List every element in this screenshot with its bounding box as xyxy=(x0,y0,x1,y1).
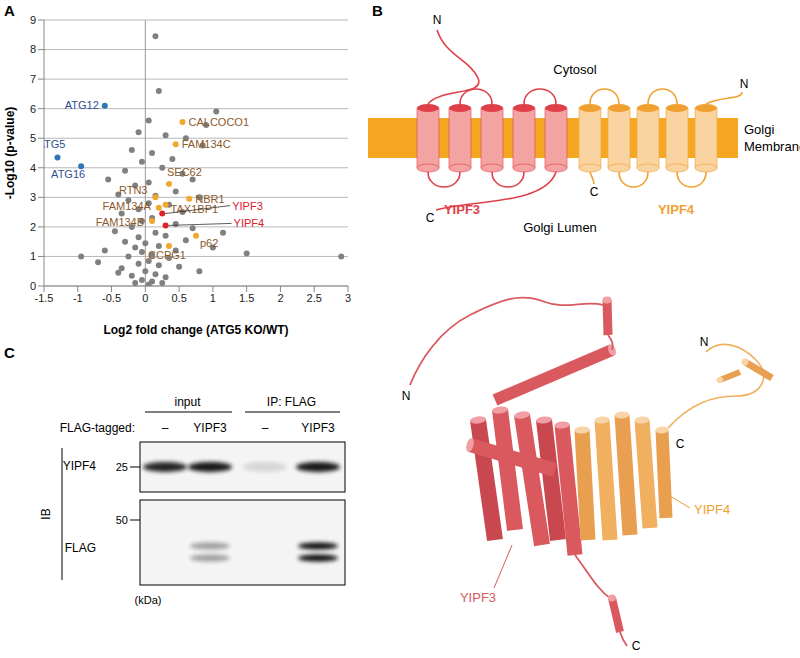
svg-text:ATG12: ATG12 xyxy=(65,99,99,111)
svg-text:7: 7 xyxy=(30,73,36,85)
svg-text:-1.5: -1.5 xyxy=(35,292,54,304)
svg-text:CCPG1: CCPG1 xyxy=(148,249,186,261)
svg-text:50: 50 xyxy=(116,514,128,526)
svg-text:–: – xyxy=(162,421,169,435)
svg-text:0: 0 xyxy=(30,280,36,292)
svg-text:–: – xyxy=(262,421,269,435)
svg-text:p62: p62 xyxy=(200,237,218,249)
svg-text:ATG5: ATG5 xyxy=(44,138,65,150)
svg-text:Golgi Lumen: Golgi Lumen xyxy=(523,220,597,235)
svg-text:IB: IB xyxy=(39,508,53,519)
svg-text:SEC62: SEC62 xyxy=(167,166,202,178)
svg-text:2: 2 xyxy=(30,221,36,233)
svg-text:YIPF4: YIPF4 xyxy=(63,459,97,473)
svg-text:0.5: 0.5 xyxy=(171,292,186,304)
svg-text:FAM134C: FAM134C xyxy=(182,138,231,150)
svg-text:-Log10 (p-value): -Log10 (p-value) xyxy=(8,107,17,200)
svg-text:FAM134B: FAM134B xyxy=(96,216,144,228)
svg-text:N: N xyxy=(433,13,442,27)
svg-text:N: N xyxy=(402,389,411,403)
svg-text:YIPF3: YIPF3 xyxy=(232,200,263,212)
svg-text:C: C xyxy=(632,639,641,653)
svg-text:IP: FLAG: IP: FLAG xyxy=(267,395,316,409)
svg-text:25: 25 xyxy=(116,461,128,473)
svg-text:ATG16: ATG16 xyxy=(51,168,85,180)
svg-text:input: input xyxy=(174,395,201,409)
svg-text:6: 6 xyxy=(30,103,36,115)
svg-text:Log2 fold change (ATG5 KO/WT): Log2 fold change (ATG5 KO/WT) xyxy=(103,323,288,337)
svg-text:YIPF4: YIPF4 xyxy=(694,502,730,517)
svg-text:FLAG-tagged:: FLAG-tagged: xyxy=(60,421,135,435)
svg-text:N: N xyxy=(740,77,749,91)
svg-text:NBR1: NBR1 xyxy=(195,192,225,205)
svg-text:C: C xyxy=(426,211,435,225)
svg-text:-0.5: -0.5 xyxy=(102,292,121,304)
svg-text:FLAG: FLAG xyxy=(65,541,96,555)
svg-text:YIPF3: YIPF3 xyxy=(444,202,480,217)
svg-text:CALCOCO1: CALCOCO1 xyxy=(188,116,249,128)
svg-text:Golgi: Golgi xyxy=(744,122,774,137)
svg-text:Cytosol: Cytosol xyxy=(553,62,596,77)
svg-text:YIPF3: YIPF3 xyxy=(301,421,335,435)
svg-text:C: C xyxy=(676,437,685,451)
svg-text:YIPF4: YIPF4 xyxy=(234,217,265,229)
svg-text:A: A xyxy=(8,2,15,19)
svg-text:8: 8 xyxy=(30,43,36,55)
svg-text:2: 2 xyxy=(277,292,283,304)
svg-text:YIPF3: YIPF3 xyxy=(460,590,496,605)
svg-text:YIPF4: YIPF4 xyxy=(658,202,695,217)
svg-text:RTN3: RTN3 xyxy=(119,184,148,196)
svg-text:1: 1 xyxy=(30,250,36,262)
svg-text:TAX1BP1: TAX1BP1 xyxy=(171,203,219,215)
svg-text:FAM134A: FAM134A xyxy=(103,200,152,212)
svg-text:YIPF3: YIPF3 xyxy=(193,421,227,435)
svg-text:4: 4 xyxy=(30,162,36,174)
svg-text:0: 0 xyxy=(142,292,148,304)
svg-text:(kDa): (kDa) xyxy=(135,594,162,606)
svg-text:N: N xyxy=(700,335,709,349)
svg-text:3: 3 xyxy=(30,191,36,203)
svg-text:Membrane: Membrane xyxy=(744,139,792,154)
svg-text:1.5: 1.5 xyxy=(239,292,254,304)
svg-text:3: 3 xyxy=(345,292,351,304)
svg-text:2.5: 2.5 xyxy=(307,292,322,304)
svg-text:C: C xyxy=(8,344,15,361)
svg-text:9: 9 xyxy=(30,14,36,26)
svg-text:B: B xyxy=(372,2,383,19)
svg-text:C: C xyxy=(590,185,599,199)
svg-text:1: 1 xyxy=(210,292,216,304)
svg-text:-1: -1 xyxy=(73,292,83,304)
svg-text:5: 5 xyxy=(30,132,36,144)
